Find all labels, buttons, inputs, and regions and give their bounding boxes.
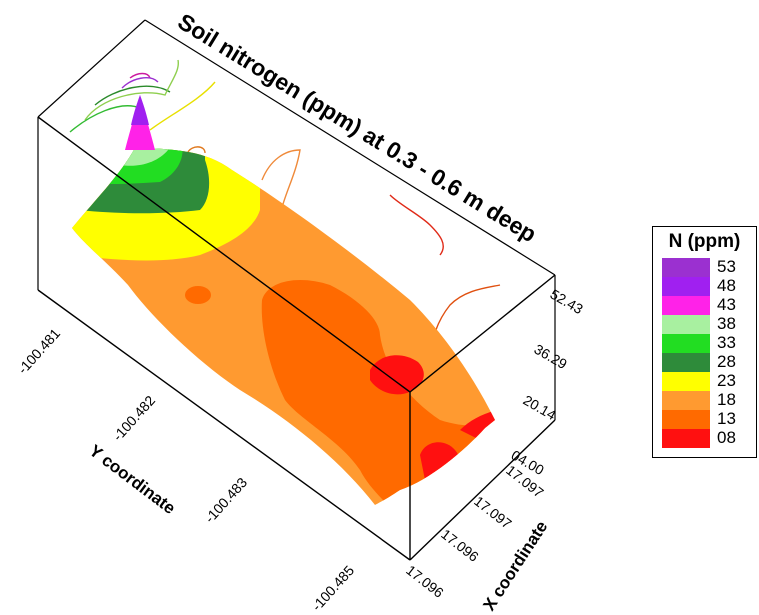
legend-swatch [662, 391, 710, 410]
legend-item: 23 [662, 372, 754, 391]
x-axis-title: X coordinate [479, 517, 551, 614]
x-tick: 17.097 [471, 493, 515, 532]
x-tick: 17.096 [438, 526, 482, 565]
legend-label: 33 [717, 333, 736, 352]
legend-item: 13 [662, 410, 754, 429]
legend-swatch [662, 277, 710, 296]
legend-swatch [662, 372, 710, 391]
y-axis-title: Y coordinate [86, 441, 179, 518]
legend-items: 53 48 43 38 33 28 23 18 13 08 [662, 258, 754, 448]
y-tick: -100.482 [109, 392, 158, 444]
legend-item: 08 [662, 429, 754, 448]
legend-label: 23 [717, 371, 736, 390]
z-tick: 52.43 [548, 286, 587, 317]
legend-swatch [662, 353, 710, 372]
peak-spike [125, 95, 155, 150]
legend-label: 18 [717, 390, 736, 409]
legend-label: 43 [717, 295, 736, 314]
z-axis: 52.43 36.29 20.14 04.00 [509, 286, 587, 478]
x-axis: 17.097 17.097 17.096 17.096 X coordinate [403, 462, 551, 614]
x-tick: 17.096 [403, 562, 447, 601]
z-tick: 36.29 [532, 341, 571, 372]
legend-swatch [662, 429, 710, 448]
legend-item: 28 [662, 353, 754, 372]
legend-swatch [662, 410, 710, 429]
legend-swatch [662, 296, 710, 315]
legend-item: 43 [662, 296, 754, 315]
legend: N (ppm) 53 48 43 38 33 28 23 18 13 08 [652, 226, 757, 458]
legend-label: 28 [717, 352, 736, 371]
y-tick: -100.483 [201, 474, 250, 526]
legend-item: 18 [662, 391, 754, 410]
legend-label: 13 [717, 409, 736, 428]
legend-label: 53 [717, 257, 736, 276]
legend-label: 48 [717, 276, 736, 295]
z-tick: 20.14 [521, 392, 560, 423]
legend-item: 33 [662, 334, 754, 353]
y-tick: -100.481 [14, 325, 63, 377]
legend-item: 48 [662, 277, 754, 296]
legend-title: N (ppm) [668, 231, 741, 252]
box-front-edges [37, 116, 556, 561]
box-back-edges [37, 19, 556, 420]
legend-label: 08 [717, 428, 736, 447]
legend-item: 53 [662, 258, 754, 277]
y-tick: -100.485 [308, 562, 357, 614]
legend-label: 38 [717, 314, 736, 333]
legend-item: 38 [662, 315, 754, 334]
legend-swatch [662, 258, 710, 277]
legend-swatch [662, 315, 710, 334]
legend-swatch [662, 334, 710, 353]
